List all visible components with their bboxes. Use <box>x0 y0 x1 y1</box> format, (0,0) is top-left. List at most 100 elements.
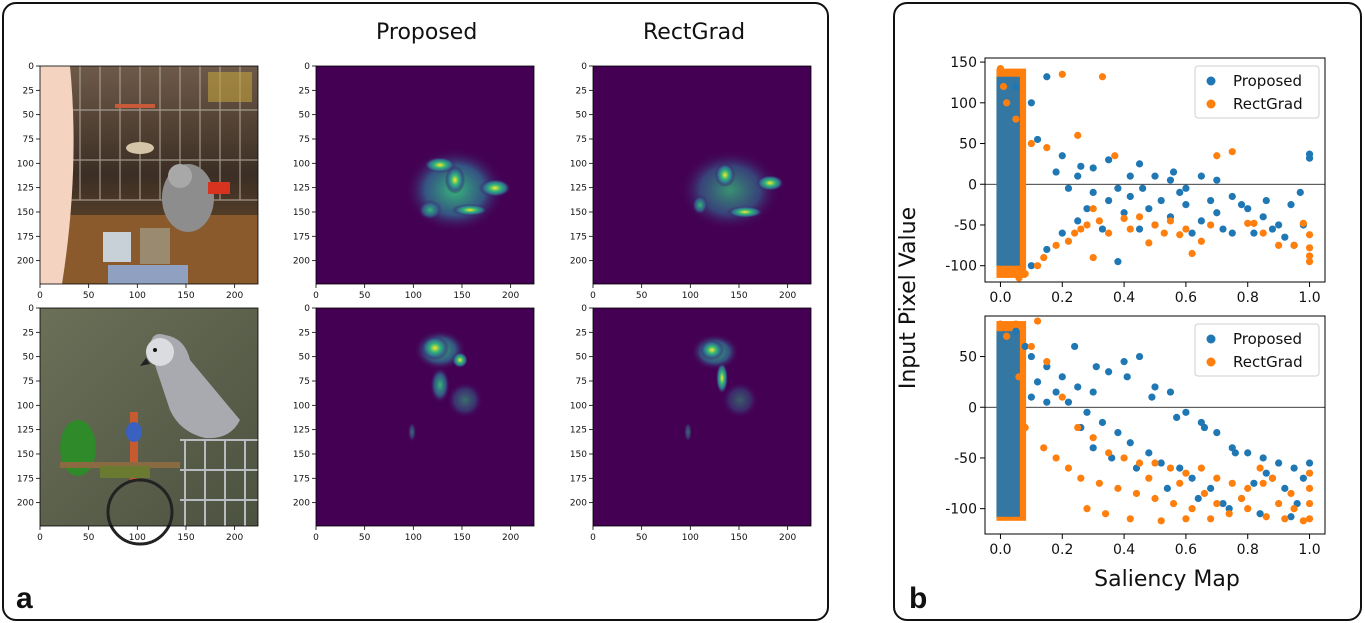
x-tick-label: 150 <box>453 533 470 543</box>
legend-label-rectgrad: RectGrad <box>1233 95 1303 113</box>
point-rectgrad <box>1259 479 1267 487</box>
y-tick-label: 175 <box>293 474 310 484</box>
point-proposed <box>1135 352 1144 361</box>
x-tick-label: 0.2 <box>1051 542 1073 558</box>
point-rectgrad <box>1126 225 1134 233</box>
point-rectgrad <box>1058 70 1066 78</box>
point-proposed <box>1077 162 1085 170</box>
y-tick-label: 150 <box>570 450 587 460</box>
x-tick-label: 1.0 <box>1298 542 1320 558</box>
point-rectgrad <box>1290 505 1298 513</box>
y-tick-label: 200 <box>293 257 310 267</box>
y-tick-label: 0 <box>28 62 34 72</box>
point-proposed <box>1145 205 1153 213</box>
point-proposed <box>1250 229 1258 237</box>
point-rectgrad <box>1244 484 1252 492</box>
point-rectgrad <box>1213 474 1221 482</box>
y-tick-label: 0 <box>304 62 310 72</box>
x-tick-label: 50 <box>83 533 95 543</box>
y-tick-label: 125 <box>293 184 310 194</box>
point-proposed <box>1157 459 1165 467</box>
point-rectgrad <box>1012 320 1020 328</box>
point-rectgrad <box>1207 221 1215 229</box>
scatter-plot-top: 0.0 0.2 0.4 0.6 0.8 1.0 -100 -50 0 50 100 150 Propos… <box>945 55 1326 306</box>
point-proposed <box>1027 262 1035 270</box>
x-tick-label: 0.2 <box>1051 290 1073 306</box>
point-rectgrad <box>1114 484 1122 492</box>
legend-label-rectgrad: RectGrad <box>1233 353 1303 371</box>
y-tick-label: 150 <box>570 208 587 218</box>
point-proposed <box>1166 176 1175 184</box>
point-proposed <box>1058 152 1066 160</box>
point-rectgrad <box>1207 515 1215 523</box>
x-tick-label: 0 <box>590 291 596 301</box>
point-rectgrad <box>1071 229 1079 237</box>
point-rectgrad <box>1197 464 1205 472</box>
y-tick-label: 50 <box>23 353 35 363</box>
point-proposed <box>1157 196 1165 205</box>
point-rectgrad <box>1120 454 1128 462</box>
y-tick-label: 0 <box>581 62 587 72</box>
point-rectgrad <box>1166 217 1175 225</box>
point-rectgrad <box>1244 505 1252 513</box>
x-tick-label: 150 <box>730 533 747 543</box>
point-proposed <box>1207 484 1215 492</box>
x-tick-label: 50 <box>636 533 648 543</box>
point-rectgrad <box>1182 225 1190 233</box>
y-tick-label: 125 <box>293 426 310 436</box>
point-proposed <box>1135 225 1144 233</box>
x-tick-label: 0.6 <box>1175 290 1197 306</box>
y-tick-label: 0 <box>28 304 34 314</box>
y-tick-label: 50 <box>576 111 588 121</box>
y-tick-label: 125 <box>570 184 587 194</box>
y-tick-label: 175 <box>17 232 34 242</box>
point-proposed <box>1231 449 1239 457</box>
legend-marker-proposed <box>1206 76 1216 86</box>
point-proposed <box>1064 398 1073 406</box>
image-grid: 0 50 100 150 200 0 25 50 75 100 125 150 175 200 0 50 100… <box>17 62 812 546</box>
point-proposed <box>1098 225 1107 233</box>
point-rectgrad <box>1259 229 1267 237</box>
point-rectgrad <box>1305 258 1314 266</box>
x-axis-label: Saliency Map <box>1094 567 1240 592</box>
point-proposed <box>1228 229 1236 237</box>
point-proposed <box>1228 192 1236 201</box>
point-proposed <box>1074 172 1082 180</box>
legend-marker-rectgrad <box>1206 99 1216 109</box>
point-rectgrad <box>1120 214 1128 223</box>
y-tick-label: 200 <box>17 499 34 509</box>
point-proposed <box>1027 352 1035 361</box>
legend-box <box>1194 323 1320 377</box>
x-tick-label: 0 <box>313 291 319 301</box>
y-tick-label: 100 <box>17 159 34 169</box>
y-tick-label: 25 <box>23 86 34 96</box>
y-tick-label: 175 <box>570 232 587 242</box>
point-rectgrad <box>1040 253 1048 262</box>
point-proposed <box>1033 378 1042 386</box>
point-proposed <box>1259 213 1267 221</box>
point-proposed <box>1200 423 1209 432</box>
point-rectgrad <box>1151 221 1159 229</box>
y-tick-label: -50 <box>954 451 977 467</box>
legend-marker-rectgrad <box>1206 357 1216 367</box>
point-rectgrad <box>1228 148 1236 156</box>
point-proposed <box>1027 99 1035 107</box>
point-rectgrad <box>1074 131 1082 139</box>
scatter-plot-bottom: 0.0 0.2 0.4 0.6 0.8 1.0 -100 -50 0 50 Proposed Rect… <box>945 315 1326 558</box>
point-proposed <box>1188 474 1196 482</box>
point-proposed <box>1176 188 1184 196</box>
point-rectgrad <box>996 64 1005 73</box>
point-rectgrad <box>1145 239 1153 247</box>
point-rectgrad <box>1281 515 1289 523</box>
x-tick-label: 100 <box>682 291 699 301</box>
column-title-proposed: Proposed <box>376 20 478 45</box>
x-tick-label: 50 <box>83 291 95 301</box>
legend-marker-proposed <box>1206 334 1216 344</box>
point-proposed <box>1182 201 1190 209</box>
point-rectgrad <box>1182 469 1190 477</box>
point-rectgrad <box>1305 244 1314 252</box>
point-rectgrad <box>1287 489 1295 498</box>
x-tick-label: 100 <box>129 291 146 301</box>
x-tick-label: 200 <box>502 291 519 301</box>
point-proposed <box>1197 172 1205 180</box>
